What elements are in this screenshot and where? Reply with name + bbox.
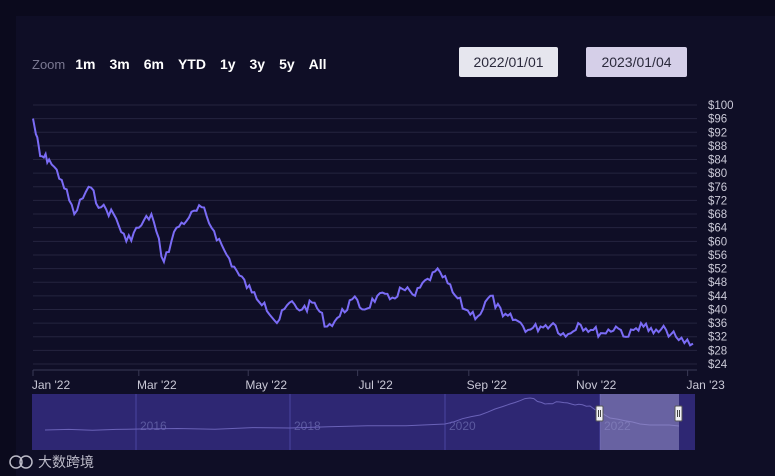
y-tick-label: $76 — [708, 182, 727, 194]
y-tick-label: $96 — [708, 114, 727, 126]
zoom-6m-button[interactable]: 6m — [143, 56, 164, 72]
navigator-year-label: 2020 — [449, 419, 476, 433]
y-tick-label: $68 — [708, 209, 727, 221]
navigator-year-label: 2018 — [294, 419, 321, 433]
y-tick-label: $28 — [708, 345, 727, 357]
watermark-text: 大数跨境 — [38, 454, 94, 470]
y-tick-label: $88 — [708, 141, 727, 153]
navigator: 2016201820202022 — [32, 394, 695, 450]
y-tick-label: $80 — [708, 168, 727, 180]
y-tick-label: $92 — [708, 127, 727, 139]
zoom-ytd-button[interactable]: YTD — [177, 56, 206, 72]
y-tick-label: $44 — [708, 291, 728, 303]
navigator-background — [32, 394, 695, 450]
x-tick-label: Sep '22 — [467, 378, 508, 392]
y-tick-label: $48 — [708, 277, 727, 289]
zoom-1y-button[interactable]: 1y — [219, 56, 236, 72]
zoom-all-button[interactable]: All — [308, 56, 327, 72]
y-tick-label: $32 — [708, 332, 727, 344]
navigator-selection[interactable] — [600, 394, 679, 450]
watermark-logo-icon — [9, 455, 33, 469]
y-tick-label: $84 — [708, 155, 728, 167]
y-tick-label: $100 — [708, 100, 734, 112]
y-tick-label: $60 — [708, 236, 727, 248]
x-tick-label: Mar '22 — [137, 378, 177, 392]
y-tick-label: $36 — [708, 318, 727, 330]
x-tick-label: Jan '22 — [32, 378, 71, 392]
y-tick-label: $72 — [708, 195, 727, 207]
watermark: 大数跨境 — [8, 452, 94, 472]
zoom-3y-button[interactable]: 3y — [249, 56, 266, 72]
y-tick-label: $24 — [708, 359, 728, 371]
zoom-label: Zoom — [32, 56, 66, 72]
range-to-input[interactable]: 2023/01/04 — [586, 47, 687, 77]
x-tick-label: Nov '22 — [576, 378, 617, 392]
y-tick-label: $52 — [708, 264, 727, 276]
navigator-left-handle[interactable] — [595, 405, 604, 422]
y-axis: $100 $96$92 $88 $84$80 $76$72 $68 $64$60 $56 $52… — [708, 100, 734, 371]
navigator-year-label: 2016 — [140, 419, 167, 433]
zoom-1m-button[interactable]: 1m — [75, 56, 96, 72]
y-tick-label: $56 — [708, 250, 727, 262]
x-tick-label: Jul '22 — [358, 378, 393, 392]
x-tick-label: Jan '23 — [686, 378, 725, 392]
navigator-right-handle[interactable] — [674, 405, 683, 422]
range-from-input[interactable]: 2022/01/01 — [459, 47, 558, 77]
x-tick-label: May '22 — [245, 378, 287, 392]
y-tick-label: $40 — [708, 304, 727, 316]
grid-lines — [33, 104, 697, 371]
zoom-bar: Zoom 1m 3m 6m YTD 1y 3y 5y All — [32, 56, 341, 72]
x-axis: Jan '22 Mar '22 May '22 Jul '22 Sep '22 Nov '… — [32, 370, 725, 392]
y-tick-label: $64 — [708, 223, 728, 235]
zoom-5y-button[interactable]: 5y — [279, 56, 295, 72]
zoom-3m-button[interactable]: 3m — [109, 56, 130, 72]
price-series-line — [32, 118, 694, 347]
